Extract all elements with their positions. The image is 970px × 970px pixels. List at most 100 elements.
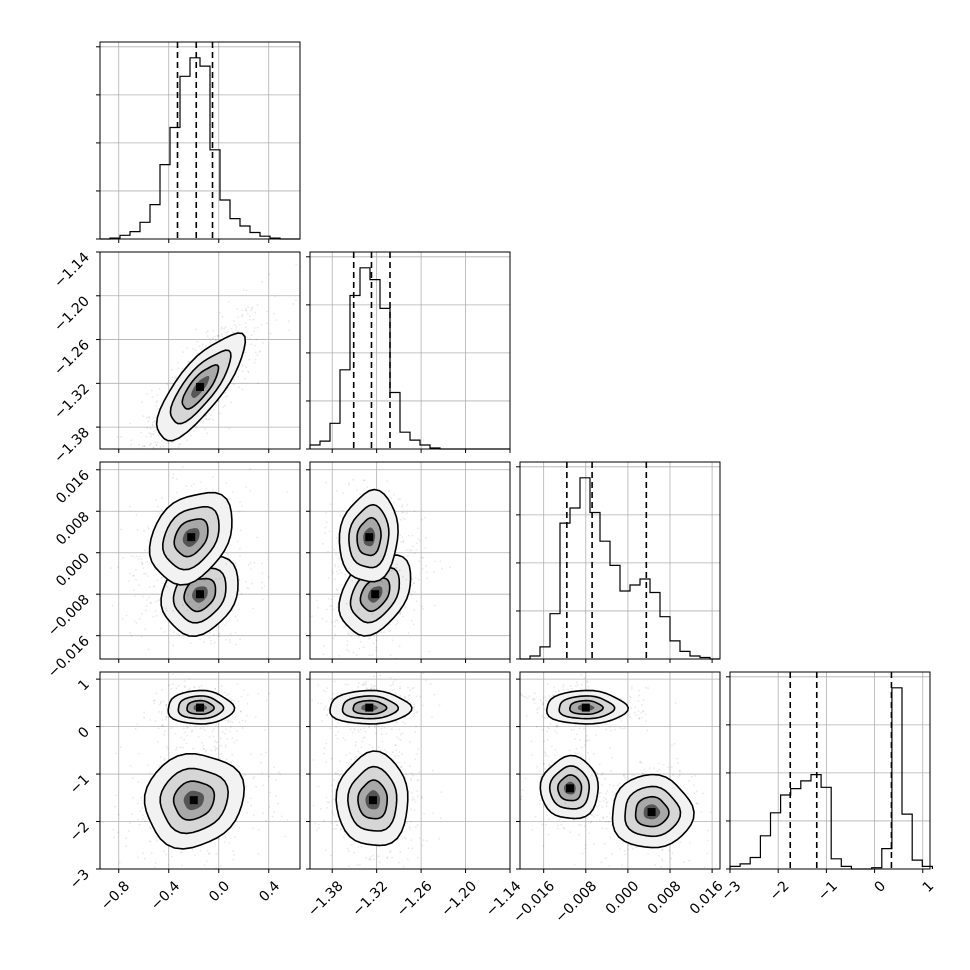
sample-point: [588, 739, 590, 742]
sample-point: [401, 732, 404, 734]
sample-point: [547, 726, 549, 729]
sample-point: [368, 654, 371, 657]
sample-point: [170, 727, 173, 729]
sample-point: [411, 799, 413, 801]
sample-point: [644, 720, 647, 723]
sample-point: [213, 728, 215, 731]
sample-point: [155, 443, 158, 446]
sample-point: [229, 720, 232, 722]
sample-point: [616, 784, 619, 787]
contour-line: [143, 753, 246, 850]
sample-point: [194, 725, 197, 728]
sample-point: [198, 345, 201, 348]
sample-point: [150, 435, 152, 438]
sample-point: [544, 754, 547, 757]
sample-point: [609, 725, 612, 728]
sample-point: [394, 566, 397, 569]
contour-line: [329, 689, 413, 725]
sample-point: [618, 782, 621, 785]
sample-point: [193, 685, 195, 688]
sample-point: [147, 764, 149, 766]
contour-line: [556, 774, 583, 802]
sample-point: [137, 818, 140, 821]
sample-point: [206, 335, 209, 337]
sample-point: [154, 720, 157, 723]
sample-point: [550, 745, 553, 748]
sample-point: [542, 696, 545, 699]
sample-point: [328, 530, 331, 533]
sample-point: [612, 870, 614, 872]
sample-point: [215, 568, 218, 571]
sample-point: [256, 536, 259, 539]
sample-point: [410, 792, 413, 794]
sample-point: [231, 331, 234, 333]
sample-point: [233, 699, 236, 702]
sample-point: [266, 322, 268, 325]
sample-point: [125, 837, 128, 840]
sample-point: [706, 852, 709, 855]
sample-point: [216, 747, 219, 750]
x-tick-label: −0.8: [98, 878, 133, 913]
sample-point: [395, 623, 398, 626]
sample-point: [172, 441, 175, 443]
sample-point: [155, 429, 157, 431]
sample-point: [425, 571, 428, 574]
sample-point: [415, 549, 418, 551]
sample-point: [161, 614, 164, 616]
sample-point: [238, 386, 240, 389]
sample-point: [410, 584, 413, 587]
sample-point: [513, 704, 515, 706]
sample-point: [241, 364, 244, 367]
density-peak-cell: [581, 703, 590, 712]
sample-point: [301, 698, 303, 700]
sample-point: [608, 783, 611, 786]
sample-point: [211, 730, 214, 733]
sample-point: [216, 334, 219, 337]
sample-point: [225, 744, 227, 746]
sample-point: [332, 692, 335, 695]
sample-point: [414, 577, 417, 579]
sample-point: [678, 769, 681, 772]
sample-point: [404, 606, 407, 609]
sample-point: [401, 753, 403, 755]
sample-point: [422, 839, 425, 841]
sample-point: [238, 579, 241, 582]
sample-point: [370, 687, 373, 689]
sample-point: [335, 726, 337, 728]
panel-content: [102, 673, 289, 869]
sample-point: [661, 858, 663, 860]
sample-point: [265, 819, 267, 822]
sample-point: [333, 548, 336, 551]
sample-point: [347, 723, 349, 726]
x-tick-label: −2: [767, 878, 793, 904]
sample-point: [369, 858, 372, 861]
sample-point: [337, 565, 340, 568]
sample-point: [696, 790, 698, 793]
sample-point: [408, 694, 411, 696]
sample-point: [336, 589, 339, 591]
sample-point: [516, 713, 518, 715]
sample-point: [218, 635, 221, 638]
sample-point: [533, 692, 536, 695]
sample-point: [362, 603, 365, 606]
sample-point: [117, 813, 120, 816]
sample-point: [336, 824, 339, 827]
sample-point: [171, 368, 174, 371]
sample-point: [243, 689, 245, 691]
sample-point: [548, 695, 551, 697]
sample-point: [176, 478, 178, 480]
sample-point: [547, 755, 550, 757]
sample-point: [422, 672, 425, 675]
sample-point: [392, 751, 394, 754]
sample-point: [246, 714, 248, 717]
sample-point: [145, 435, 148, 438]
sample-point: [633, 711, 636, 714]
sample-point: [182, 351, 185, 353]
sample-point: [571, 687, 574, 690]
sample-point: [325, 512, 328, 514]
sample-point: [404, 722, 406, 725]
sample-point: [216, 741, 218, 744]
sample-point: [224, 691, 227, 694]
sample-point: [146, 426, 149, 429]
sample-point: [121, 617, 124, 620]
